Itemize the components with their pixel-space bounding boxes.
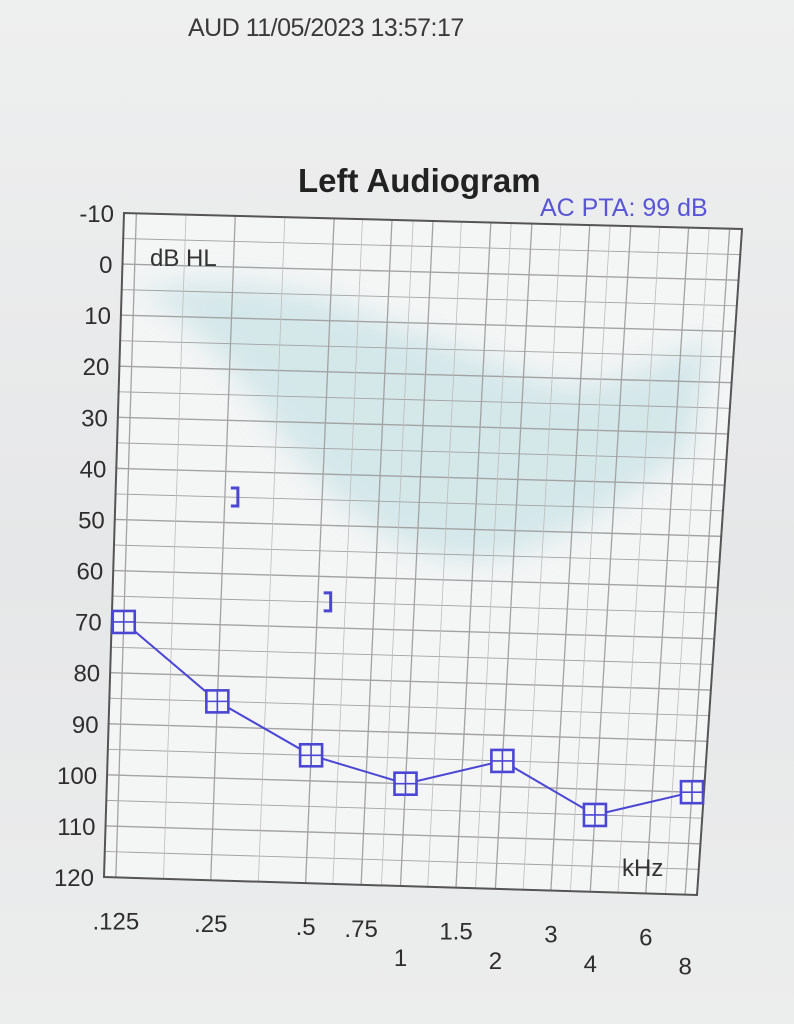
grid-v-minor-line: [475, 223, 512, 889]
y-axis-ticks: -10 0 10 20 30 40 50 60 70 80 90 100 110 120: [54, 201, 114, 892]
x-axis-unit-label: kHz: [622, 855, 663, 882]
grid-v-line: [304, 218, 335, 884]
y-tick-label: 60: [77, 559, 104, 586]
grid-v-minor-line: [332, 219, 363, 884]
y-tick-label: 10: [84, 303, 111, 330]
y-tick-label: -10: [79, 201, 114, 228]
y-tick-label: 110: [57, 814, 95, 841]
y-tick-label: 50: [78, 507, 105, 534]
grid-v-minor-line: [522, 224, 562, 890]
grid-v-line: [494, 223, 533, 889]
y-tick-label: 0: [99, 252, 112, 279]
grid-v-line: [550, 225, 591, 891]
plot-frame: [102, 211, 744, 897]
grid-v-minor-line: [257, 217, 286, 882]
grid-v-line: [589, 226, 632, 892]
grid-v-minor-line: [570, 225, 611, 892]
bone-bracket: [230, 486, 240, 508]
grid-lines: [103, 212, 743, 896]
x-tick-label: 2: [489, 948, 502, 975]
grid-v-minor-line: [427, 221, 462, 887]
x-tick-label: .25: [194, 911, 227, 938]
pta-annotation: AC PTA: 99 dB: [540, 194, 708, 222]
x-tick-label: 1.5: [439, 919, 472, 946]
x-tick-label: 8: [678, 954, 691, 981]
grid-v-line: [455, 222, 492, 888]
x-tick-label: .75: [344, 916, 377, 943]
bone-conduction-markers: [230, 486, 333, 613]
grid-v-line: [210, 215, 236, 881]
grid-v-line: [360, 219, 393, 885]
x-tick-label: 3: [544, 922, 557, 949]
y-tick-label: 40: [80, 456, 107, 483]
grid-v-minor-line: [381, 220, 414, 886]
y-tick-label: 30: [81, 405, 108, 432]
air-conduction-series: [111, 609, 705, 828]
chart-title: Left Audiogram: [298, 162, 541, 199]
grid-v-line: [645, 227, 690, 894]
x-axis-ticks: .125 .25 .5 .75 1.5 3 6 1 2 4 8: [93, 908, 692, 980]
y-tick-label: 90: [72, 712, 99, 739]
grid-v-minor-line: [617, 226, 661, 893]
y-tick-label: 80: [73, 661, 100, 688]
y-axis-unit-label: dB HL: [150, 245, 217, 272]
grid-v-line: [115, 213, 138, 878]
x-tick-label: 6: [639, 924, 652, 951]
x-tick-label: .5: [296, 914, 316, 941]
grid-v-minor-line: [665, 228, 710, 895]
y-tick-label: 70: [75, 610, 102, 637]
timestamp-header: AUD 11/05/2023 13:57:17: [188, 14, 464, 42]
y-tick-label: 120: [54, 865, 94, 892]
x-tick-label: .125: [93, 908, 140, 935]
bone-bracket: [323, 591, 333, 613]
grid-v-minor-line: [163, 214, 187, 879]
x-tick-label: 1: [394, 945, 407, 972]
x-tick-label: 4: [584, 951, 597, 978]
y-tick-label: 100: [57, 763, 97, 790]
y-tick-label: 20: [83, 354, 110, 381]
